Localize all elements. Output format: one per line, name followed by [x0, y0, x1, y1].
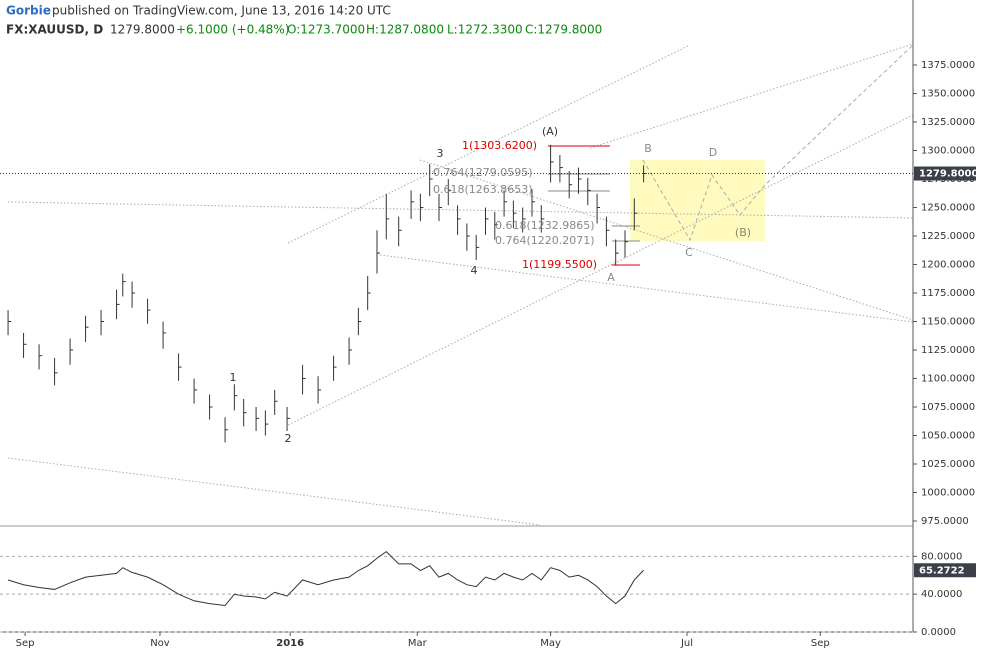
low: L:1272.3300: [447, 23, 523, 37]
annotation: C: [685, 246, 693, 259]
last-label: 65.2722: [919, 565, 965, 576]
annotation: 0.764(1279.0595): [433, 166, 533, 179]
last-label-box: [914, 166, 976, 181]
x-tick-label: 2016: [276, 638, 304, 649]
y-tick-label: 80.0000: [921, 551, 962, 562]
annotation: 4: [471, 264, 478, 277]
projection-path: [642, 44, 914, 242]
y-tick-label: 1200.0000: [921, 259, 975, 270]
x-tick-label: Sep: [811, 638, 830, 649]
x-tick-label: Sep: [16, 638, 35, 649]
y-tick-label: 1175.0000: [921, 288, 975, 299]
y-tick-label: 1025.0000: [921, 459, 975, 470]
y-tick-label: 1100.0000: [921, 374, 975, 385]
annotation: 2: [285, 432, 292, 445]
y-tick-label: 1000.0000: [921, 488, 975, 499]
y-tick-label: 1325.0000: [921, 117, 975, 128]
y-tick-label: 1375.0000: [921, 60, 975, 71]
author[interactable]: Gorbie: [6, 4, 51, 18]
y-tick-label: 975.0000: [921, 516, 969, 527]
y-tick-label: 1350.0000: [921, 88, 975, 99]
annotation: 0.618(1263.8653): [433, 183, 533, 196]
x-tick-label: Jul: [680, 638, 693, 649]
x-tick-label: Mar: [408, 638, 428, 649]
annotation: D: [709, 146, 717, 159]
rsi-line: [7, 550, 644, 607]
last-label: 1279.8000: [919, 169, 979, 180]
high: H:1287.0800: [366, 23, 444, 37]
open: O:1273.7000: [287, 23, 365, 37]
annotation: (B): [735, 226, 751, 239]
y-tick-label: 1125.0000: [921, 345, 975, 356]
last-label-box: [914, 563, 976, 578]
annotation: 0.764(1220.2071): [495, 234, 595, 247]
y-tick-label: 1075.0000: [921, 402, 975, 413]
y-tick-label: 1150.0000: [921, 316, 975, 327]
y-tick-label: 1250.0000: [921, 202, 975, 213]
annotation: 0.618(1232.9865): [495, 219, 595, 232]
y-tick-label: 40.0000: [921, 589, 962, 600]
annotation: (A): [542, 125, 558, 138]
annotation: 3: [437, 147, 444, 160]
y-tick-label: 1300.0000: [921, 145, 975, 156]
symbol: FX:XAUUSD, D: [6, 23, 103, 37]
y-tick-label: 0.0000: [921, 627, 956, 638]
y-tick-label: 1225.0000: [921, 231, 975, 242]
trendlines: [7, 43, 914, 526]
change: +6.1000 (+0.48%): [176, 23, 289, 37]
annotation: B: [644, 142, 652, 155]
published: published on TradingView.com, June 13, 2…: [52, 4, 391, 18]
annotation: A: [607, 271, 615, 284]
target-zone: [630, 160, 765, 241]
y-tick-label: 1050.0000: [921, 431, 975, 442]
close: C:1279.8000: [525, 23, 602, 37]
annotation: 1(1303.6200): [462, 139, 537, 152]
x-tick-label: Nov: [150, 638, 170, 649]
x-tick-label: May: [540, 638, 561, 649]
annotation: 1: [230, 371, 237, 384]
last: 1279.8000: [110, 23, 175, 37]
annotation: 1(1199.5500): [522, 258, 597, 271]
